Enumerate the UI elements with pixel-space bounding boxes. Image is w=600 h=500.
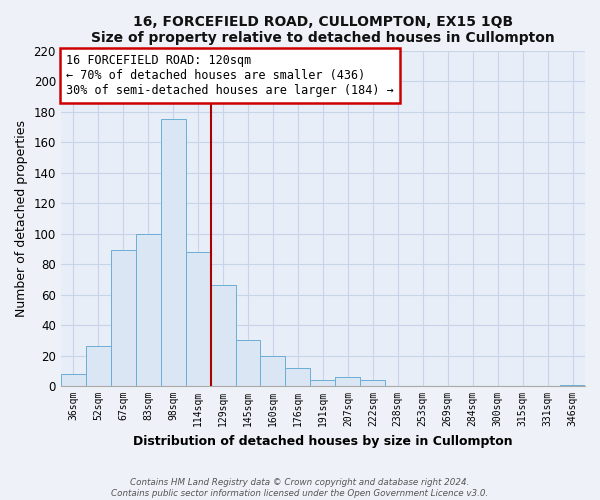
Title: 16, FORCEFIELD ROAD, CULLOMPTON, EX15 1QB
Size of property relative to detached : 16, FORCEFIELD ROAD, CULLOMPTON, EX15 1Q… [91,15,555,45]
Text: Contains HM Land Registry data © Crown copyright and database right 2024.
Contai: Contains HM Land Registry data © Crown c… [112,478,488,498]
Bar [185,252,211,386]
Bar [236,340,260,386]
Bar [560,384,585,386]
Text: 16 FORCEFIELD ROAD: 120sqm
← 70% of detached houses are smaller (436)
30% of sem: 16 FORCEFIELD ROAD: 120sqm ← 70% of deta… [66,54,394,97]
X-axis label: Distribution of detached houses by size in Cullompton: Distribution of detached houses by size … [133,434,513,448]
Bar [61,374,86,386]
Bar [361,380,385,386]
Bar [211,286,236,386]
Bar [161,119,185,386]
Bar [136,234,161,386]
Bar [335,377,361,386]
Bar [111,250,136,386]
Bar [286,368,310,386]
Bar [86,346,111,386]
Y-axis label: Number of detached properties: Number of detached properties [15,120,28,317]
Bar [310,380,335,386]
Bar [260,356,286,386]
